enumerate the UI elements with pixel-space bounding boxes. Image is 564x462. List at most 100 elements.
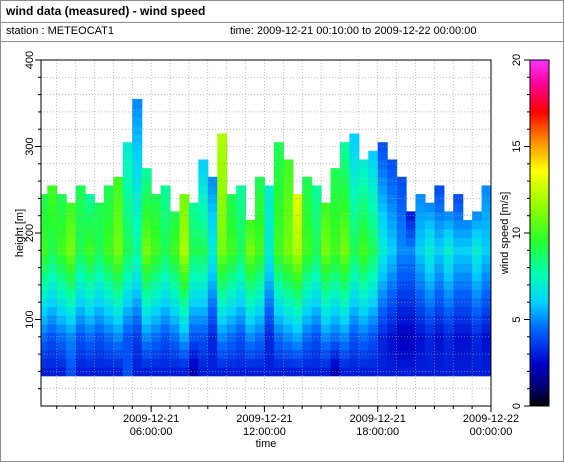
heatmap-cell (330, 349, 341, 360)
heatmap-cell (170, 341, 181, 351)
heatmap-cell (160, 228, 171, 238)
heatmap-cell (273, 211, 284, 221)
heatmap-cell (236, 367, 247, 377)
heatmap-cell (85, 220, 96, 230)
heatmap-cell (424, 220, 435, 230)
heatmap-cell (226, 245, 237, 256)
heatmap-cell (472, 367, 483, 377)
heatmap-cell (141, 341, 152, 351)
heatmap-cell (415, 306, 426, 316)
heatmap-cell (368, 228, 379, 238)
heatmap-cell (339, 211, 350, 221)
heatmap-cell (113, 228, 124, 238)
heatmap-cell (321, 289, 332, 299)
heatmap-cell (273, 202, 284, 212)
heatmap-cell (377, 341, 388, 351)
heatmap-cell (283, 349, 294, 360)
heatmap-cell (217, 211, 228, 221)
heatmap-cell (453, 315, 464, 325)
heatmap-cell (377, 349, 388, 360)
heatmap-cell (339, 323, 350, 334)
heatmap-cell (349, 220, 360, 230)
heatmap-cell (198, 349, 209, 360)
heatmap-cell (66, 297, 77, 308)
heatmap-cell (151, 358, 162, 368)
heatmap-cell (226, 306, 237, 316)
heatmap-cell (358, 349, 369, 360)
heatmap-cell (254, 323, 266, 334)
heatmap-cell (415, 271, 426, 282)
heatmap-cell (170, 237, 181, 247)
heatmap-cell (424, 271, 435, 282)
y-tick-label: 300 (24, 137, 36, 155)
heatmap-cell (358, 159, 369, 169)
heatmap-cell (424, 315, 435, 325)
heatmap-cell (160, 341, 171, 351)
heatmap-cell (406, 271, 417, 282)
heatmap-cell (170, 315, 181, 325)
heatmap-cell (113, 306, 124, 316)
heatmap-cell (264, 228, 275, 238)
heatmap-cell (122, 168, 133, 178)
heatmap-cell (330, 228, 341, 238)
heatmap-cell (358, 211, 369, 221)
heatmap-cell (387, 349, 398, 360)
heatmap-cell (188, 332, 199, 342)
heatmap-cell (245, 289, 256, 299)
heatmap-cell (481, 202, 491, 212)
heatmap-cell (377, 228, 388, 238)
heatmap-cell (264, 211, 275, 221)
heatmap-cell (217, 159, 228, 169)
heatmap-cell (424, 341, 435, 351)
heatmap-cell (217, 306, 228, 316)
heatmap-cell (443, 245, 454, 256)
heatmap-cell (113, 202, 124, 212)
heatmap-cell (349, 237, 360, 247)
heatmap-cell (349, 341, 360, 351)
heatmap-cell (311, 185, 322, 195)
heatmap-cell (311, 228, 322, 238)
heatmap-cell (321, 202, 332, 212)
heatmap-cell (179, 280, 190, 290)
heatmap-cell (292, 323, 303, 334)
heatmap-cell (321, 263, 332, 273)
heatmap-cell (245, 323, 256, 334)
heatmap-cell (226, 358, 237, 368)
heatmap-cell (41, 315, 48, 325)
heatmap-cell (198, 228, 209, 238)
heatmap-cell (41, 211, 48, 221)
heatmap-cell (47, 306, 58, 316)
heatmap-cell (94, 289, 105, 299)
heatmap-cell (387, 185, 398, 195)
heatmap-cell (321, 220, 332, 230)
heatmap-cell (443, 211, 454, 221)
heatmap-cell (132, 159, 143, 169)
heatmap-cell (141, 332, 152, 342)
heatmap-cell (443, 220, 454, 230)
heatmap-cell (283, 367, 294, 377)
heatmap-cell (103, 237, 114, 247)
heatmap-cell (113, 271, 124, 282)
heatmap-cell (339, 237, 350, 247)
heatmap-cell (75, 237, 86, 247)
heatmap-cell (302, 202, 313, 212)
heatmap-cell (94, 202, 105, 212)
heatmap-cell (349, 159, 360, 169)
heatmap-cell (141, 323, 152, 334)
heatmap-cell (481, 297, 491, 308)
heatmap-cell (122, 159, 133, 169)
heatmap-cell (122, 323, 133, 334)
heatmap-cell (66, 211, 77, 221)
heatmap-cell (462, 315, 473, 325)
heatmap-cell (160, 254, 171, 264)
heatmap-cell (85, 194, 96, 204)
heatmap-cell (160, 194, 171, 204)
heatmap-cell (321, 237, 332, 247)
heatmap-cell (273, 332, 284, 342)
heatmap-cell (396, 194, 407, 204)
heatmap-cell (132, 185, 143, 195)
heatmap-cell (462, 237, 473, 247)
heatmap-cell (283, 297, 294, 308)
heatmap-cell (236, 332, 247, 342)
